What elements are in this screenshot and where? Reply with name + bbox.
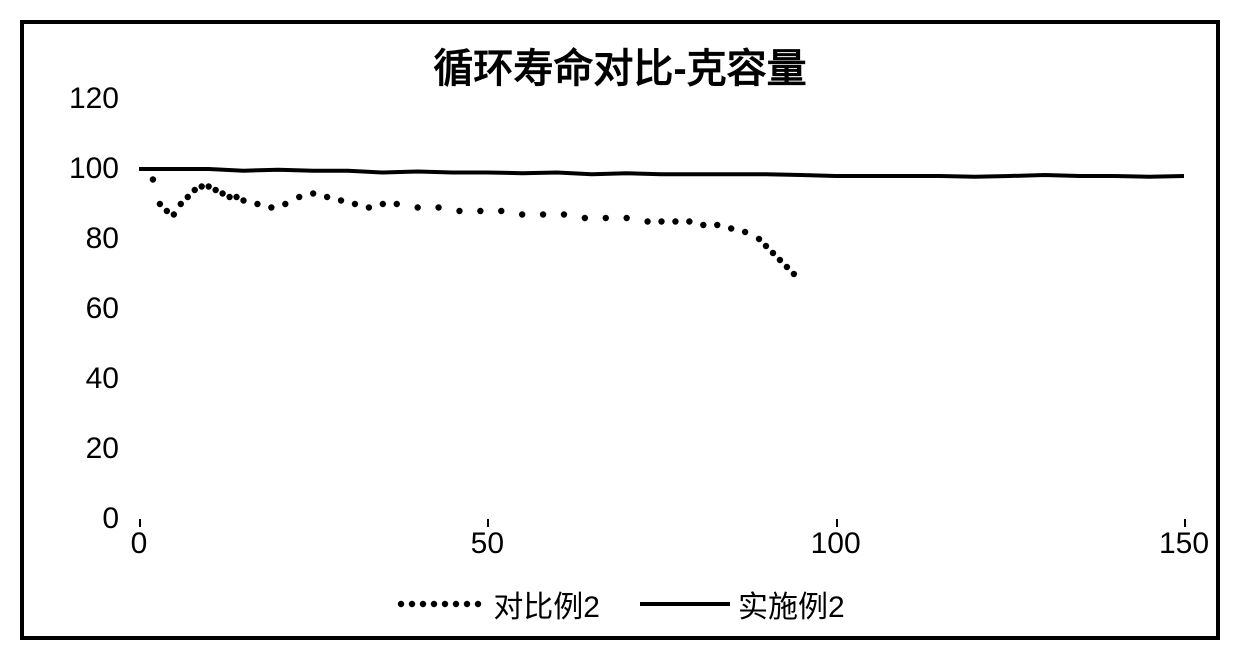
series-dot bbox=[192, 187, 198, 193]
series-dot bbox=[380, 201, 386, 207]
series-dot bbox=[205, 183, 211, 189]
legend-swatch-solid bbox=[640, 592, 730, 616]
series-dot bbox=[498, 208, 504, 214]
series-dot bbox=[435, 204, 441, 210]
series-dot bbox=[644, 218, 650, 224]
series-dot bbox=[150, 176, 156, 182]
series-dot bbox=[770, 250, 776, 256]
x-tick-label: 150 bbox=[1159, 527, 1209, 561]
x-tick bbox=[139, 519, 141, 527]
x-tick bbox=[1184, 519, 1186, 527]
legend-item-example: 实施例2 bbox=[640, 582, 845, 626]
series-dot bbox=[456, 208, 462, 214]
chart-container: 循环寿命对比-克容量 0 20 40 60 80 100 120 0 50 100 150 对比例… bbox=[20, 20, 1220, 640]
series-dot bbox=[254, 201, 260, 207]
series-dot bbox=[324, 194, 330, 200]
series-dot bbox=[582, 215, 588, 221]
series-dot bbox=[233, 194, 239, 200]
x-tick-label: 0 bbox=[131, 527, 148, 561]
series-dot bbox=[623, 215, 629, 221]
series-dot bbox=[178, 201, 184, 207]
series-dot bbox=[791, 271, 797, 277]
x-tick-label: 100 bbox=[811, 527, 861, 561]
x-tick bbox=[487, 519, 489, 527]
series-dot bbox=[164, 208, 170, 214]
x-tick bbox=[836, 519, 838, 527]
series-dot bbox=[714, 222, 720, 228]
y-tick-label: 40 bbox=[86, 362, 119, 396]
legend-swatch-dotted bbox=[395, 592, 485, 616]
series-dot bbox=[296, 194, 302, 200]
series-dot bbox=[777, 257, 783, 263]
series-dot bbox=[171, 211, 177, 217]
series-dot bbox=[477, 208, 483, 214]
series-dot bbox=[763, 243, 769, 249]
series-dot bbox=[240, 197, 246, 203]
series-solid-line bbox=[139, 169, 1184, 177]
series-dot bbox=[226, 194, 232, 200]
chart-svg bbox=[139, 99, 1184, 519]
y-tick-label: 120 bbox=[69, 82, 119, 116]
series-dot bbox=[414, 204, 420, 210]
x-tick-label: 50 bbox=[471, 527, 504, 561]
y-tick-label: 80 bbox=[86, 222, 119, 256]
series-dot bbox=[212, 187, 218, 193]
legend-label-example: 实施例2 bbox=[738, 582, 845, 626]
series-dot bbox=[352, 201, 358, 207]
series-dot bbox=[672, 218, 678, 224]
y-tick-label: 20 bbox=[86, 432, 119, 466]
series-dot bbox=[519, 211, 525, 217]
y-tick-label: 100 bbox=[69, 152, 119, 186]
series-dot bbox=[700, 222, 706, 228]
series-dot bbox=[157, 201, 163, 207]
series-dot bbox=[282, 201, 288, 207]
legend-label-comparison: 对比例2 bbox=[493, 582, 600, 626]
legend-item-comparison: 对比例2 bbox=[395, 582, 600, 626]
series-dot bbox=[561, 211, 567, 217]
series-dot bbox=[199, 183, 205, 189]
series-dot bbox=[219, 190, 225, 196]
legend: 对比例2 实施例2 bbox=[24, 582, 1216, 626]
series-dot bbox=[756, 236, 762, 242]
series-dot bbox=[658, 218, 664, 224]
series-dot bbox=[268, 204, 274, 210]
chart-title: 循环寿命对比-克容量 bbox=[24, 24, 1216, 94]
series-dot bbox=[540, 211, 546, 217]
x-axis-labels: 050100150 bbox=[139, 524, 1184, 564]
series-dot bbox=[686, 218, 692, 224]
series-dot bbox=[185, 194, 191, 200]
y-axis-labels: 020406080100120 bbox=[24, 99, 129, 519]
y-tick-label: 0 bbox=[102, 502, 119, 536]
series-dot bbox=[742, 229, 748, 235]
series-dot bbox=[394, 201, 400, 207]
y-tick-label: 60 bbox=[86, 292, 119, 326]
series-dot bbox=[784, 264, 790, 270]
series-dot bbox=[338, 197, 344, 203]
series-dot bbox=[310, 190, 316, 196]
series-dot bbox=[603, 215, 609, 221]
series-dot bbox=[728, 225, 734, 231]
series-dot bbox=[366, 204, 372, 210]
plot-area bbox=[139, 99, 1184, 519]
